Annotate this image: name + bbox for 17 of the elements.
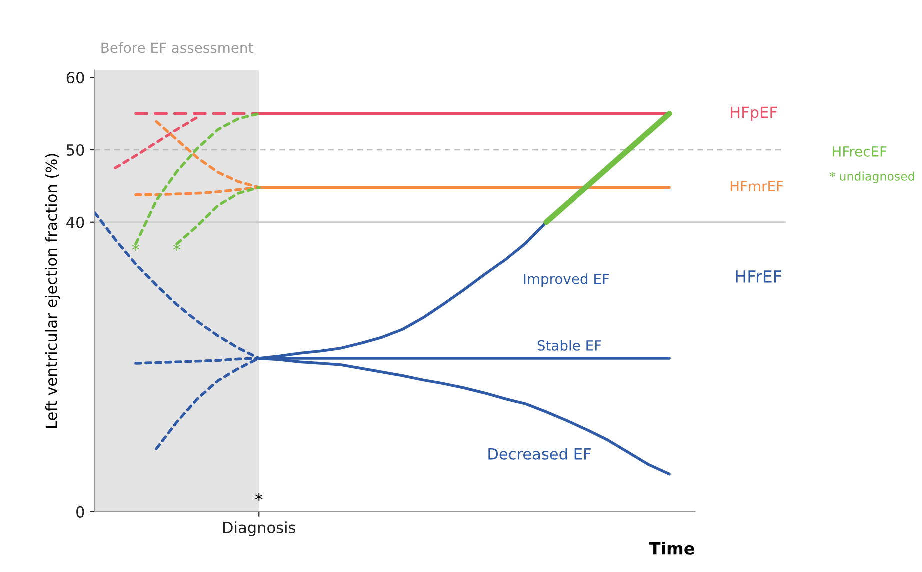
y-tick-label: 60	[66, 72, 84, 84]
text: HFrEF	[736, 270, 782, 283]
text: HFrecEF	[833, 146, 887, 157]
series-label: Stable EF	[538, 340, 602, 351]
series-label: Improved EF	[524, 274, 610, 288]
text: * undiagnosed	[830, 172, 914, 184]
series-label: Decreased EF	[488, 448, 591, 460]
text: HFmrEF	[730, 181, 784, 192]
y-axis-title: Left ventricular ejection fraction (%)	[45, 154, 60, 428]
y-tick-label: 40	[66, 216, 84, 228]
annotation: *	[255, 493, 263, 501]
text: HFpEF	[731, 106, 778, 122]
x-axis-title: Time	[650, 542, 694, 555]
y-tick-label: 0	[76, 506, 84, 518]
text: Before EF assessment	[102, 42, 254, 54]
x-tick-label: Diagnosis	[223, 522, 296, 536]
y-tick-label: 50	[66, 144, 84, 156]
